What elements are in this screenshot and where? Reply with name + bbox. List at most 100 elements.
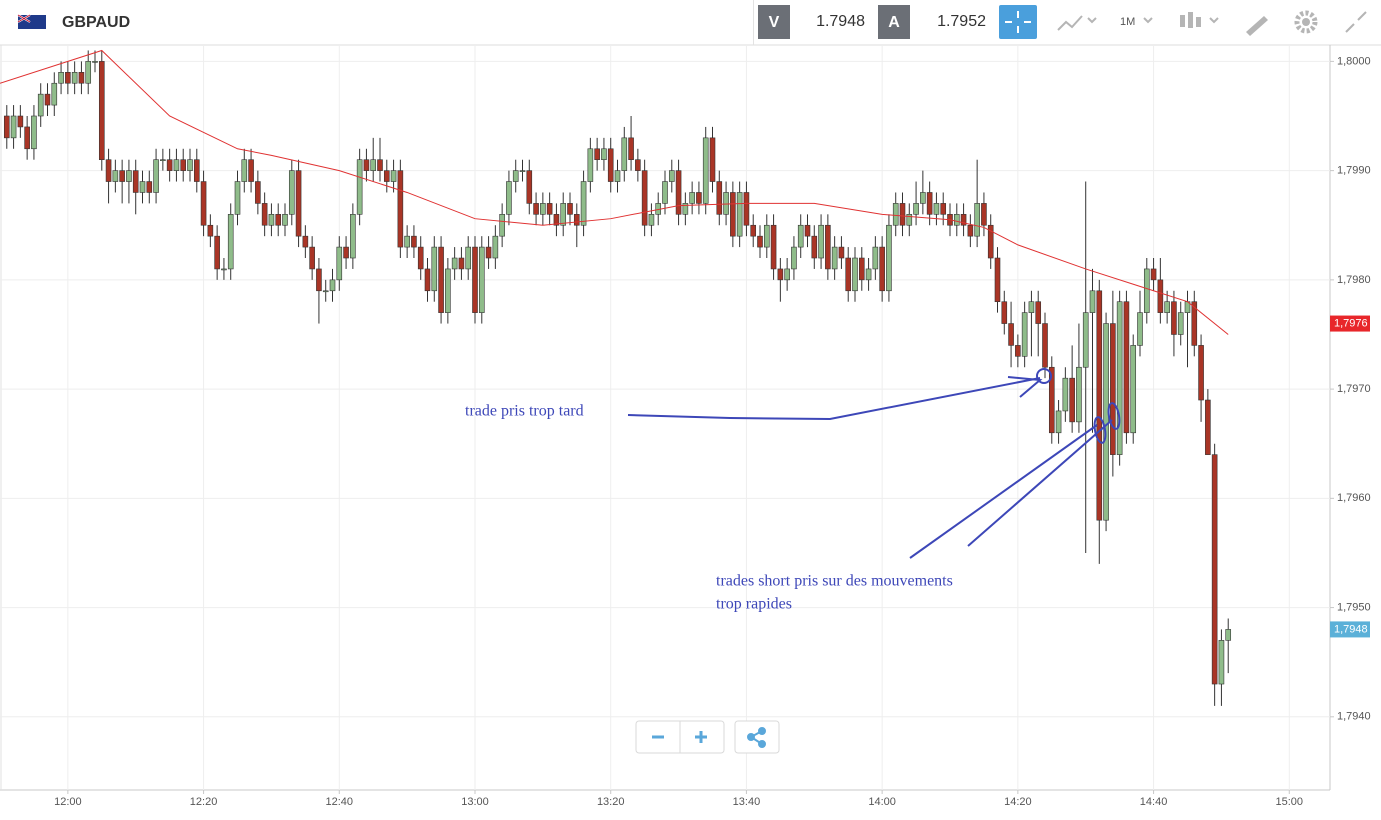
candle-body	[1150, 268, 1157, 281]
candle-body	[146, 181, 153, 193]
candle-body	[953, 214, 960, 226]
y-tick-label: 1,7970	[1337, 383, 1371, 395]
candle-body	[770, 224, 777, 270]
candle-body	[763, 224, 770, 248]
candle-body	[1191, 301, 1198, 346]
candle-body	[268, 214, 275, 226]
candle-body	[1110, 323, 1116, 455]
ask-price[interactable]: 1.7952	[937, 13, 986, 30]
candle-icon[interactable]	[1180, 12, 1219, 28]
settings-icon[interactable]	[1294, 10, 1318, 34]
draw-icon[interactable]	[1246, 16, 1268, 36]
candle-body	[974, 203, 980, 237]
candle-body	[10, 115, 17, 139]
candle-body	[1008, 323, 1014, 346]
candle-body	[322, 290, 329, 293]
candle-body	[356, 159, 363, 215]
candle-body	[193, 159, 200, 182]
candle-body	[282, 214, 288, 226]
candle-body	[1130, 345, 1137, 434]
annotation-strokes	[627, 368, 1121, 559]
candle-body	[987, 224, 994, 259]
candle-body	[1157, 279, 1164, 313]
candle-body	[492, 235, 499, 259]
price-marker	[1330, 315, 1370, 332]
candle-body	[967, 224, 974, 237]
x-tick-label: 13:00	[461, 796, 489, 808]
annotation: trop rapides	[716, 596, 792, 613]
candle-body	[1123, 301, 1130, 434]
bid-badge[interactable]	[758, 5, 790, 39]
candle-body	[1198, 345, 1204, 401]
candle-body	[1028, 301, 1035, 313]
bid-price[interactable]: 1.7948	[816, 13, 865, 30]
candle-body	[1048, 366, 1055, 434]
candle-body	[234, 181, 241, 215]
candle-body	[580, 181, 587, 226]
candle-body	[716, 181, 723, 215]
candle-body	[702, 137, 709, 204]
candle-body	[696, 192, 702, 204]
collapse-icon[interactable]	[1345, 11, 1367, 33]
candle-body	[377, 159, 383, 171]
candle-body	[804, 224, 811, 237]
candle-body	[3, 115, 10, 139]
annotation: trades short pris sur des mouvements	[716, 573, 953, 590]
zoom-in[interactable]	[695, 731, 707, 743]
candle-body	[248, 159, 254, 182]
settings-hub	[1302, 18, 1310, 26]
candle-body	[560, 203, 567, 226]
chart-type-icon[interactable]	[1057, 15, 1097, 31]
candle-body	[472, 246, 478, 313]
candle-body	[370, 159, 377, 171]
candle-body	[126, 170, 132, 182]
candle-body	[465, 246, 472, 270]
candle-body	[85, 61, 92, 84]
ask-badge[interactable]	[878, 5, 910, 39]
timeframe-caret	[1143, 17, 1153, 24]
candle-body	[886, 224, 892, 292]
candle-body	[791, 246, 797, 270]
separator	[753, 0, 754, 45]
candle-body	[78, 72, 85, 84]
candle-body	[458, 257, 465, 270]
y-tick-label: 1,8000	[1337, 55, 1371, 67]
candle-body	[920, 192, 926, 204]
candle-body	[635, 159, 641, 171]
candle-body	[132, 170, 139, 193]
candle-body	[44, 93, 51, 106]
candle-body	[1076, 366, 1082, 423]
candle-body	[709, 137, 716, 182]
candle-body	[546, 203, 553, 215]
candle-body	[818, 224, 824, 259]
candle-body	[350, 214, 356, 259]
y-tick-label: 1,7940	[1337, 711, 1371, 723]
x-tick-label: 13:20	[597, 796, 625, 808]
candle-body	[499, 214, 505, 237]
candle-body	[58, 72, 64, 84]
candle-body	[363, 159, 370, 171]
timeframe[interactable]: 1M	[1120, 16, 1135, 28]
candle-body	[1164, 301, 1170, 313]
candle-body	[940, 203, 947, 215]
candle-body	[438, 246, 444, 313]
candle-body	[1116, 301, 1123, 455]
candle-body	[390, 170, 397, 182]
candle-body	[214, 235, 220, 270]
candle-body	[383, 170, 390, 182]
candle-body	[845, 257, 852, 292]
price-marker-label: 1,7948	[1334, 623, 1368, 635]
crosshair-button[interactable]	[999, 5, 1037, 39]
candle-body	[1089, 290, 1096, 313]
candle-body	[105, 159, 112, 182]
candle-body	[160, 159, 166, 161]
candle-body	[838, 246, 845, 259]
candle-body	[1069, 377, 1075, 423]
candle-body	[601, 148, 607, 160]
grid: 1,8000 1,7990 1,7980 1,7970 1,7960 1,7950 1,79…	[0, 45, 1371, 808]
candle-body	[750, 224, 757, 237]
ask-label: A	[888, 14, 900, 31]
share-button[interactable]	[734, 720, 780, 754]
